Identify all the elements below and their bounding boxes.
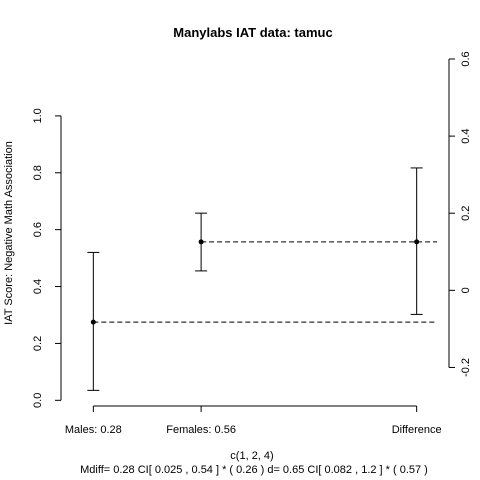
right-tick-label: 0.4 — [460, 128, 472, 143]
right-tick-label: -0.2 — [460, 358, 472, 377]
left-tick-label: 0.8 — [32, 165, 44, 180]
left-tick-label: 0.6 — [32, 222, 44, 237]
data-point — [90, 319, 96, 325]
chart-subtitle: Mdiff= 0.28 CI[ 0.025 , 0.54 ] * ( 0.26 … — [80, 464, 428, 476]
y-axis-label: IAT Score: Negative Math Association — [3, 141, 15, 325]
chart-title: Manylabs IAT data: tamuc — [173, 25, 332, 40]
x-axis-label: c(1, 2, 4) — [230, 450, 273, 462]
data-point — [198, 239, 204, 245]
left-tick-label: 0.2 — [32, 336, 44, 351]
data-point — [414, 239, 420, 245]
right-tick-label: 0.2 — [460, 206, 472, 221]
right-tick-label: 0.6 — [460, 51, 472, 66]
left-tick-label: 1.0 — [32, 108, 44, 123]
left-tick-label: 0.0 — [32, 393, 44, 408]
left-tick-label: 0.4 — [32, 279, 44, 294]
plot-area: 0.0 0.2 0.4 0.6 0.8 1.0 -0.2 0 0.2 0.4 0.6 Males: 0… — [32, 51, 472, 436]
x-tick-label: Females: 0.56 — [166, 424, 236, 436]
right-tick-label: 0 — [460, 287, 472, 293]
x-tick-label: Males: 0.28 — [65, 424, 122, 436]
x-tick-label: Difference — [392, 424, 442, 436]
